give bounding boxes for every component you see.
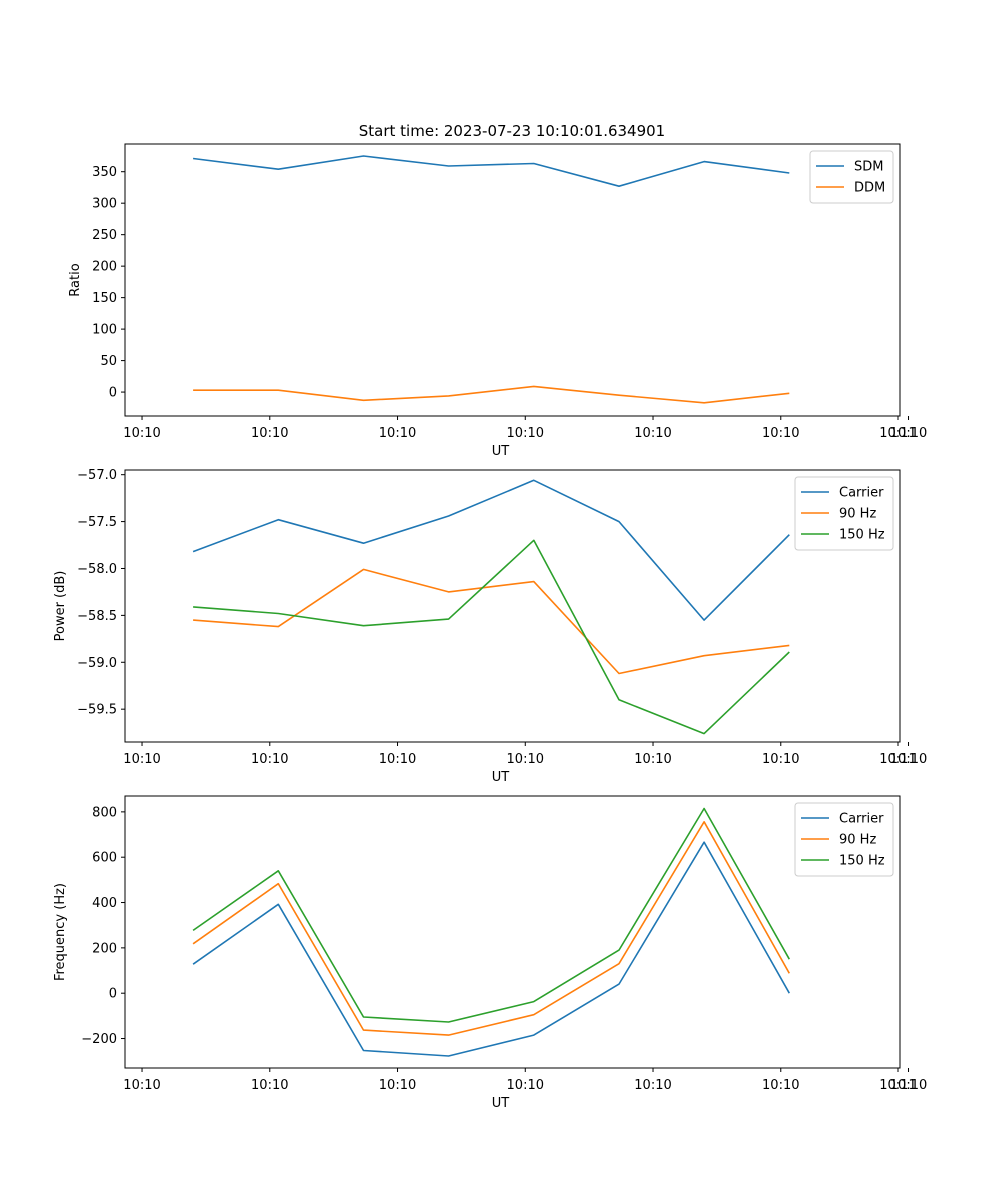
legend: SDM DDM	[809, 150, 894, 204]
y-tick-label: 800	[92, 805, 117, 820]
x-tick-label: 10:10	[634, 426, 671, 441]
x-tick-label: 10:10	[123, 426, 160, 441]
axes-frame	[124, 469, 901, 743]
axes-frame	[124, 795, 901, 1069]
y-tick-label: 50	[100, 354, 117, 369]
axes-frame	[124, 143, 901, 417]
y-tick-label: 150	[92, 291, 117, 306]
x-tick-label: 10:10	[507, 426, 544, 441]
series-line-90-hz	[193, 568, 790, 675]
x-tick-label: 10:10	[251, 1078, 288, 1093]
series-line-sdm	[193, 155, 790, 187]
series-line-90-hz	[192, 820, 790, 1036]
y-tick-label: −57.5	[77, 515, 117, 530]
legend-box	[794, 802, 894, 877]
y-tick-label: 250	[92, 228, 117, 243]
x-tick-label: 10:11	[879, 426, 916, 441]
x-tick-label: 10:10	[634, 752, 671, 767]
y-tick-label: 200	[92, 941, 117, 956]
x-tick-label: 10:10	[762, 752, 799, 767]
panel-2: −59.5 −59.0 −58.5 −58.0 −57.5 −57.0 10:10 10:10…	[53, 468, 927, 785]
legend-label: 90 Hz	[839, 507, 876, 522]
y-tick-label: −58.5	[77, 609, 117, 624]
y-tick-label: −59.0	[77, 656, 117, 671]
x-tick-label: 10:10	[123, 1078, 160, 1093]
x-tick-label: 10:10	[251, 426, 288, 441]
y-tick-label: 350	[92, 165, 117, 180]
y-axis-label: Ratio	[68, 263, 83, 296]
series-line-150-hz	[192, 807, 790, 1023]
figure-title: Start time: 2023-07-23 10:10:01.634901	[359, 122, 665, 140]
y-tick-label: 0	[109, 386, 117, 401]
x-axis-label: UT	[492, 444, 510, 459]
series-line-ddm	[193, 385, 790, 404]
x-tick-label: 10:10	[123, 752, 160, 767]
y-tick-label: −200	[81, 1032, 117, 1047]
y-tick-label: 400	[92, 896, 117, 911]
y-tick-label: 0	[109, 987, 117, 1002]
y-tick-label: 200	[92, 260, 117, 275]
x-axis-label: UT	[492, 1096, 510, 1111]
x-tick-label: 10:10	[379, 752, 416, 767]
x-tick-label: 10:10	[379, 1078, 416, 1093]
legend-label: Carrier	[839, 486, 884, 501]
x-tick-label: 10:10	[890, 1078, 927, 1093]
x-tick-label: 10:11	[879, 752, 916, 767]
series-line-150-hz	[193, 539, 790, 735]
y-tick-label: −59.5	[77, 703, 117, 718]
x-tick-label: 10:10	[762, 1078, 799, 1093]
y-tick-label: −58.0	[77, 562, 117, 577]
legend-label: DDM	[854, 181, 885, 196]
x-tick-label: 10:10	[890, 752, 927, 767]
legend-box	[809, 150, 894, 204]
x-tick-label: 10:10	[507, 752, 544, 767]
x-tick-label: 10:10	[762, 426, 799, 441]
legend-label: 150 Hz	[839, 528, 885, 543]
x-tick-label: 10:10	[634, 1078, 671, 1093]
y-axis-label: Frequency (Hz)	[53, 883, 68, 981]
legend-box	[794, 476, 894, 551]
x-tick-label: 10:10	[379, 426, 416, 441]
legend-label: SDM	[854, 160, 883, 175]
x-tick-label: 10:10	[251, 752, 288, 767]
legend-label: Carrier	[839, 812, 884, 827]
y-tick-label: 100	[92, 323, 117, 338]
x-tick-label: 10:11	[879, 1078, 916, 1093]
legend: Carrier 90 Hz 150 Hz	[794, 476, 894, 551]
legend-label: 150 Hz	[839, 854, 885, 869]
series-line-carrier	[192, 841, 790, 1057]
x-tick-label: 10:10	[507, 1078, 544, 1093]
x-tick-label: 10:10	[890, 426, 927, 441]
y-tick-label: 600	[92, 851, 117, 866]
legend: Carrier 90 Hz 150 Hz	[794, 802, 894, 877]
y-axis-label: Power (dB)	[53, 571, 68, 642]
y-tick-label: −57.0	[77, 468, 117, 483]
legend-label: 90 Hz	[839, 833, 876, 848]
series-line-carrier	[192, 479, 790, 621]
x-axis-label: UT	[492, 770, 510, 785]
y-tick-label: 300	[92, 197, 117, 212]
